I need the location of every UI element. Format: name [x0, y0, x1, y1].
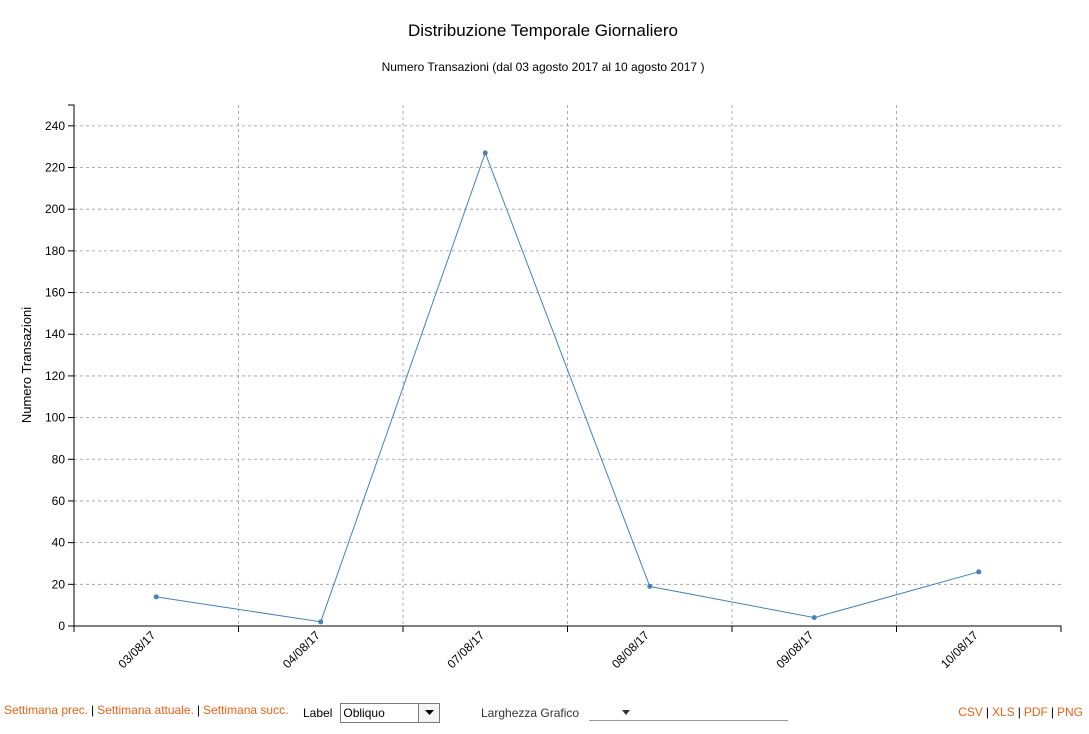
y-tick-label: 240	[45, 119, 65, 133]
x-tick-label: 07/08/17	[444, 628, 487, 671]
y-tick-label: 140	[45, 327, 65, 341]
separator: |	[1017, 705, 1021, 719]
export-png-link[interactable]: PNG	[1056, 705, 1083, 719]
separator: |	[985, 705, 990, 719]
label-text: Label	[303, 706, 333, 720]
data-point	[811, 615, 817, 621]
y-axis	[68, 104, 75, 627]
separator: |	[196, 703, 201, 717]
series	[153, 150, 982, 625]
width-label: Larghezza Grafico	[481, 706, 580, 720]
export-links: CSV | XLS | PDF | PNG	[958, 705, 1083, 719]
separator: |	[91, 703, 95, 717]
grid	[74, 105, 1061, 626]
y-tick-label: 80	[52, 452, 66, 466]
x-tick-label: 08/08/17	[609, 628, 652, 671]
next-week-link[interactable]: Settimana succ.	[203, 703, 289, 717]
x-tick-label: 03/08/17	[115, 628, 158, 671]
y-tick-label: 220	[45, 161, 65, 175]
label-select-value: Obliquo	[343, 706, 385, 720]
label-select[interactable]: Obliquo	[340, 703, 441, 723]
y-axis-label: Numero Transazioni	[19, 307, 34, 423]
data-point	[482, 150, 488, 156]
y-tick-label: 200	[45, 202, 65, 216]
chart: Distribuzione Temporale Giornaliero Nume…	[19, 21, 1062, 671]
y-tick-label: 0	[58, 619, 65, 633]
y-tick-label: 180	[45, 244, 65, 258]
chart-subtitle: Numero Transazioni (dal 03 agosto 2017 a…	[382, 60, 705, 74]
label-control: Label Obliquo	[303, 703, 441, 723]
current-week-link[interactable]: Settimana attuale.	[97, 703, 194, 717]
caret-down-icon	[622, 710, 630, 715]
data-point	[976, 569, 982, 575]
y-tick-label: 40	[52, 536, 66, 550]
export-csv-link[interactable]: CSV	[958, 705, 983, 719]
data-point	[318, 619, 324, 625]
width-select[interactable]	[589, 708, 788, 721]
series-line	[156, 151, 979, 623]
y-tick-label: 20	[52, 577, 66, 591]
x-tick-label: 09/08/17	[773, 628, 816, 671]
export-pdf-link[interactable]: PDF	[1023, 705, 1048, 719]
week-navigation: Settimana prec. | Settimana attuale. | Setti…	[4, 703, 288, 717]
axes: 0 20 40 60 80 100 120 140 160 180 200 220 240 03/08/1…	[45, 104, 1062, 671]
chart-title: Distribuzione Temporale Giornaliero	[408, 21, 678, 40]
y-tick-label: 60	[52, 494, 66, 508]
export-xls-link[interactable]: XLS	[992, 705, 1015, 719]
x-tick-label: 04/08/17	[280, 628, 323, 671]
data-point	[153, 594, 159, 600]
y-tick-label: 100	[45, 411, 65, 425]
prev-week-link[interactable]: Settimana prec.	[4, 703, 89, 717]
x-tick-label: 10/08/17	[938, 628, 981, 671]
y-tick-label: 160	[45, 286, 65, 300]
separator: |	[1050, 705, 1054, 719]
data-point	[647, 583, 653, 589]
y-tick-label: 120	[45, 369, 65, 383]
chevron-down-icon[interactable]	[418, 704, 440, 722]
